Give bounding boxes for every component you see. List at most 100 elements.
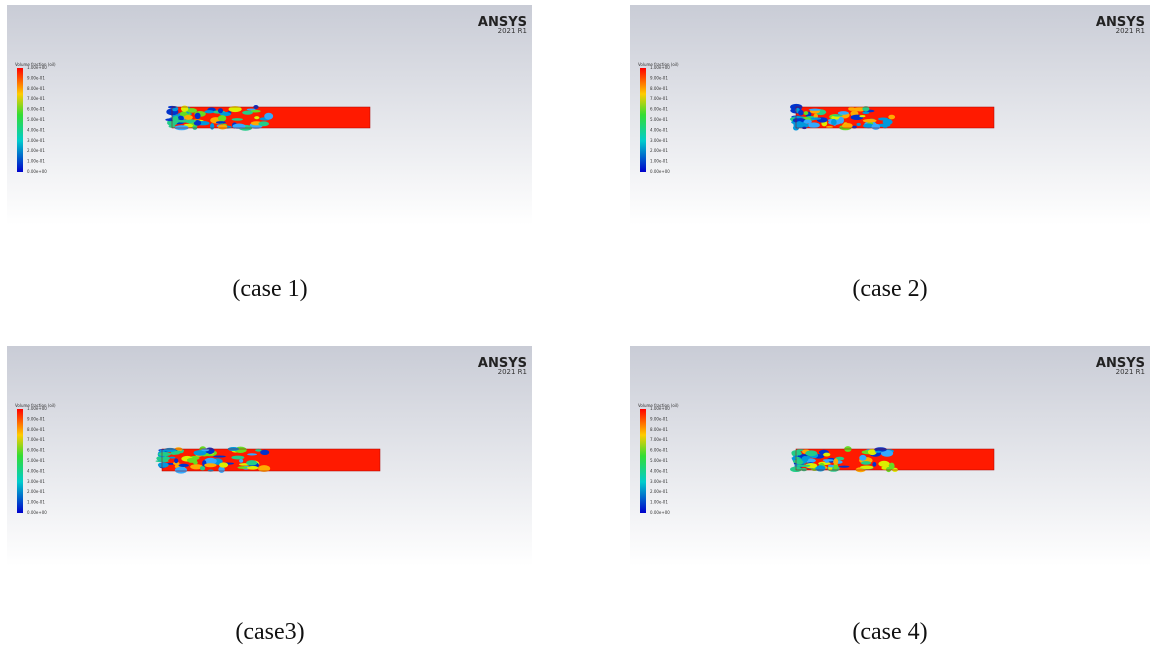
- contour-blob: [807, 122, 820, 129]
- legend-label: 9.00e-01: [27, 75, 45, 80]
- color-bar: [17, 409, 23, 513]
- legend-label: 3.00e-01: [27, 479, 45, 484]
- ansys-logo: ANSYS: [1096, 356, 1145, 371]
- legend-label: 8.00e-01: [27, 86, 45, 91]
- contour-blob: [217, 124, 228, 130]
- contour-blob: [795, 121, 804, 129]
- legend-label: 2.00e-01: [27, 489, 45, 494]
- legend-label: 8.00e-01: [27, 427, 45, 432]
- contour-blob: [823, 452, 831, 457]
- domain: [796, 449, 994, 470]
- contour-blob: [804, 455, 811, 459]
- contour-blob: [219, 462, 229, 468]
- legend-label: 2.00e-01: [650, 489, 668, 494]
- ansys-version: 2021 R1: [498, 368, 527, 376]
- legend-label: 4.00e-01: [27, 127, 45, 132]
- legend-label: 9.00e-01: [650, 416, 668, 421]
- contour-blob: [856, 122, 861, 126]
- contour-blob: [215, 121, 226, 124]
- contour-blob: [822, 459, 834, 462]
- contour-blob: [796, 464, 811, 467]
- contour-blob: [837, 111, 849, 115]
- contour-blob: [172, 116, 179, 123]
- legend-label: 3.00e-01: [27, 138, 45, 143]
- contour-blob: [859, 114, 866, 118]
- contour-blob: [207, 469, 214, 472]
- contour-blob: [186, 108, 198, 113]
- contour-blob: [254, 116, 260, 120]
- legend-label: 5.00e-01: [27, 458, 45, 463]
- contour-blob: [174, 125, 189, 131]
- legend-title: Volume fraction (oil): [638, 403, 679, 408]
- contour-blob: [258, 121, 270, 127]
- legend-label: 4.00e-01: [27, 468, 45, 473]
- contour-blob: [199, 466, 206, 471]
- caption: (case 2): [852, 276, 927, 302]
- legend-label: 5.00e-01: [650, 458, 668, 463]
- contour-blob: [257, 465, 271, 472]
- contour-blob: [183, 115, 193, 120]
- contour-blob: [246, 460, 258, 466]
- color-bar: [640, 409, 646, 513]
- contour-blob: [803, 119, 812, 124]
- contour-blob: [190, 464, 203, 470]
- domain: [162, 449, 380, 471]
- legend-label: 1.00e-01: [27, 159, 45, 164]
- contour-blob: [796, 451, 802, 456]
- contour-blob: [874, 450, 883, 453]
- ansys-version: 2021 R1: [1116, 27, 1145, 35]
- contour-blob: [825, 125, 834, 129]
- legend-label: 6.00e-01: [27, 107, 45, 112]
- legend-label: 3.00e-01: [650, 138, 668, 143]
- contour-blob: [862, 118, 877, 123]
- legend-label: 1.00e+00: [650, 406, 670, 411]
- contour-blob: [180, 105, 189, 112]
- legend-label: 1.00e+00: [650, 65, 670, 70]
- contour-blob: [193, 450, 207, 456]
- contour-blob: [871, 123, 881, 130]
- contour-blob: [174, 466, 188, 474]
- legend-label: 1.00e+00: [27, 65, 47, 70]
- legend-label: 4.00e-01: [650, 127, 668, 132]
- legend-label: 9.00e-01: [650, 75, 668, 80]
- contour-blob: [228, 106, 242, 113]
- contour-blob: [888, 114, 896, 120]
- contour-blob: [264, 112, 274, 120]
- contour-blob: [156, 455, 170, 462]
- contour-blob: [213, 455, 226, 458]
- legend-label: 7.00e-01: [650, 437, 668, 442]
- legend-label: 2.00e-01: [650, 148, 668, 153]
- ansys-logo: ANSYS: [478, 15, 527, 30]
- legend-label: 7.00e-01: [27, 437, 45, 442]
- contour-blob: [194, 112, 201, 120]
- ansys-version: 2021 R1: [1116, 368, 1145, 376]
- contour-blob: [813, 113, 818, 119]
- caption: (case 1): [232, 276, 307, 302]
- domain-outline: [171, 106, 371, 129]
- contour-blob: [805, 462, 818, 469]
- legend-label: 6.00e-01: [27, 448, 45, 453]
- contour-blob: [174, 458, 179, 464]
- legend-label: 3.00e-01: [650, 479, 668, 484]
- legend-label: 9.00e-01: [27, 416, 45, 421]
- contour-blob: [798, 109, 804, 116]
- contour-blob: [796, 449, 805, 452]
- color-bar: [17, 68, 23, 172]
- contour-blob: [832, 114, 843, 117]
- legend-label: 1.00e+00: [27, 406, 47, 411]
- legend-label: 1.00e-01: [650, 500, 668, 505]
- contour-blob: [177, 115, 184, 122]
- contour-blob: [204, 463, 217, 468]
- contour-blob: [219, 111, 232, 117]
- legend-label: 4.00e-01: [650, 468, 668, 473]
- domain-outline: [161, 448, 381, 472]
- legend-label: 0.00e+00: [650, 169, 670, 174]
- contour-blob: [810, 117, 822, 120]
- contour-blob: [176, 120, 190, 123]
- contour-blob: [239, 458, 244, 463]
- contour-blob: [803, 111, 809, 116]
